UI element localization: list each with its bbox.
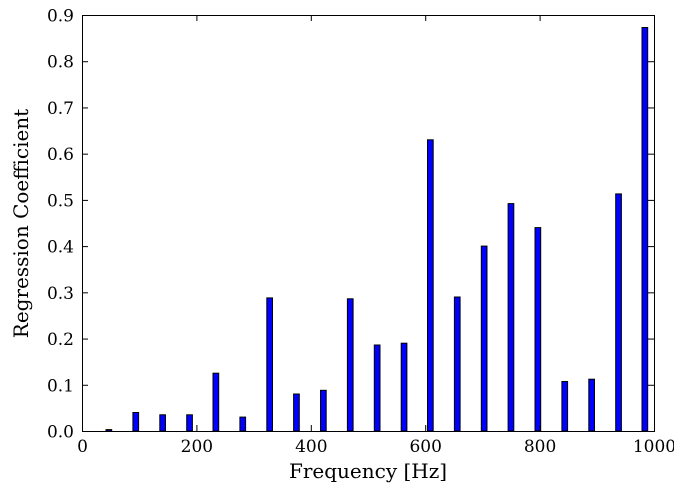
y-tick-label: 0.3 [47, 284, 74, 304]
bar [641, 27, 649, 432]
bar [266, 297, 273, 432]
bar [212, 372, 220, 432]
bar [346, 298, 354, 432]
bar [480, 245, 488, 432]
x-tick-label: 1000 [633, 437, 674, 457]
x-tick-label: 400 [295, 437, 327, 457]
bar [400, 342, 408, 432]
bar [561, 381, 569, 432]
y-tick-label: 0.1 [47, 376, 74, 396]
bar [453, 296, 461, 432]
y-tick-label: 0.5 [47, 191, 74, 211]
x-tick-label: 800 [524, 437, 556, 457]
bar [105, 429, 113, 432]
y-tick-label: 0.6 [47, 145, 74, 165]
bar [534, 227, 542, 432]
bar [132, 412, 140, 432]
bar [186, 414, 193, 432]
x-axis-label: Frequency [Hz] [289, 459, 447, 483]
y-tick-label: 0.0 [47, 423, 74, 443]
y-axis-label: Regression Coefficient [9, 109, 33, 338]
bar [320, 389, 327, 432]
bar [159, 414, 167, 432]
bar [507, 203, 515, 432]
bars-group [105, 27, 649, 432]
y-tick-label: 0.7 [47, 99, 74, 119]
y-tick-label: 0.8 [47, 53, 74, 73]
x-tick-label: 0 [77, 437, 88, 457]
y-tick-label: 0.4 [47, 238, 74, 258]
y-tick-label: 0.2 [47, 330, 74, 350]
ticks-group: 0 200 400 600 800 1000 0.0 0.1 0.2 0.3 0.4 0.5 0.6 0.… [47, 7, 674, 458]
bar [373, 344, 381, 432]
bar [588, 378, 595, 432]
bar [239, 416, 247, 432]
bar [427, 139, 434, 432]
x-tick-label: 200 [181, 437, 213, 457]
plot-frame [82, 15, 655, 432]
bar [615, 193, 622, 432]
bar [293, 393, 300, 432]
y-tick-label: 0.9 [47, 7, 74, 27]
x-tick-label: 600 [409, 437, 441, 457]
